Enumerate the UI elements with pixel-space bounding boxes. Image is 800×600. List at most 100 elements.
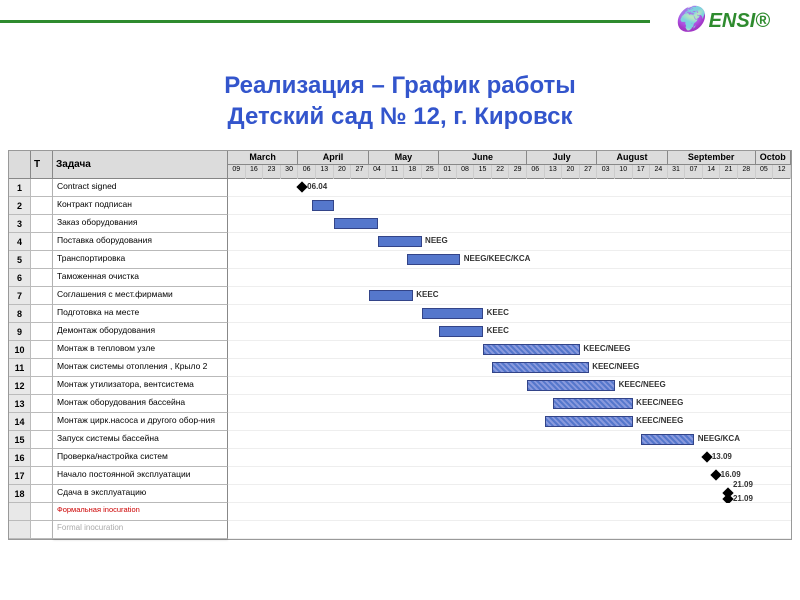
bar-label: KEEC/NEEG — [619, 380, 666, 389]
leader-cell — [31, 431, 53, 449]
gantt-row: 06.04 — [228, 179, 791, 197]
row-num: 8 — [9, 305, 31, 323]
month-label: August — [597, 151, 667, 164]
week-label: 24 — [650, 165, 668, 179]
gantt-row: KEEC/NEEG — [228, 413, 791, 431]
week-label: 30 — [281, 165, 299, 179]
week-label: 27 — [351, 165, 369, 179]
leader-cell — [31, 341, 53, 359]
week-label: 04 — [369, 165, 387, 179]
milestone-label: 16.09 — [721, 470, 741, 479]
month-label: June — [439, 151, 527, 164]
page-title: Реализация – График работы Детский сад №… — [0, 70, 800, 132]
task-name: Монтаж оборудования бассейна — [53, 395, 228, 413]
week-label: 06 — [298, 165, 316, 179]
milestone-label: 13.09 — [712, 452, 732, 461]
week-label: 29 — [509, 165, 527, 179]
gantt-row — [228, 215, 791, 233]
row-num: 4 — [9, 233, 31, 251]
row-num: 11 — [9, 359, 31, 377]
bar-label: KEEC/NEEG — [592, 362, 639, 371]
week-label: 25 — [422, 165, 440, 179]
task-name: Монтаж в тепловом узле — [53, 341, 228, 359]
week-label: 17 — [633, 165, 651, 179]
week-label: 20 — [334, 165, 352, 179]
task-name: Formal inocuration — [53, 521, 228, 539]
week-label: 08 — [457, 165, 475, 179]
row-num: 7 — [9, 287, 31, 305]
week-label: 14 — [703, 165, 721, 179]
col-header-t: T — [31, 151, 53, 179]
week-label: 10 — [615, 165, 633, 179]
task-name: Монтаж системы отопления , Крыло 2 — [53, 359, 228, 377]
bar-label: KEEC/NEEG — [583, 344, 630, 353]
leader-cell — [31, 233, 53, 251]
row-num: 15 — [9, 431, 31, 449]
gantt-row: KEEC — [228, 323, 791, 341]
row-num: 9 — [9, 323, 31, 341]
week-label: 23 — [263, 165, 281, 179]
task-name: Соглашения с мест.фирмами — [53, 287, 228, 305]
header: ENSI® — [0, 0, 800, 50]
leader-cell — [31, 467, 53, 485]
title-line-1: Реализация – График работы — [0, 70, 800, 101]
month-label: July — [527, 151, 597, 164]
leader-cell — [31, 395, 53, 413]
leader-cell — [31, 179, 53, 197]
leader-cell — [31, 323, 53, 341]
week-label: 13 — [316, 165, 334, 179]
gantt-bar — [407, 254, 460, 265]
gantt-bar — [378, 236, 422, 247]
row-num: 6 — [9, 269, 31, 287]
gantt-row: 16.09 — [228, 467, 791, 485]
month-label: March — [228, 151, 298, 164]
leader-cell — [31, 485, 53, 503]
week-label: 03 — [597, 165, 615, 179]
week-label: 18 — [404, 165, 422, 179]
gantt-row: KEEC/NEEG — [228, 341, 791, 359]
milestone-label: 21.09 — [733, 480, 753, 489]
task-name: Монтаж утилизатора, вентсистема — [53, 377, 228, 395]
leader-cell — [31, 359, 53, 377]
milestone-label: 06.04 — [307, 182, 327, 191]
bar-label: NEEG — [425, 236, 448, 245]
row-num: 1 — [9, 179, 31, 197]
bar-label: KEEC — [416, 290, 438, 299]
gantt-bar — [545, 416, 633, 427]
week-label: 31 — [668, 165, 686, 179]
bar-label: KEEC/NEEG — [636, 416, 683, 425]
gantt-bar — [334, 218, 378, 229]
title-line-2: Детский сад № 12, г. Кировск — [0, 101, 800, 132]
task-name: Запуск системы бассейна — [53, 431, 228, 449]
week-label: 21 — [720, 165, 738, 179]
week-label: 16 — [246, 165, 264, 179]
gantt-row — [228, 197, 791, 215]
bar-label: NEEG/KCA — [698, 434, 740, 443]
month-label: September — [668, 151, 756, 164]
gantt-row: 21.0921.09 — [228, 485, 791, 503]
task-name: Заказ оборудования — [53, 215, 228, 233]
bar-label: KEEC — [487, 308, 509, 317]
timeline-header: MarchAprilMayJuneJulyAugustSeptemberOcto… — [228, 151, 791, 179]
logo-ensi: ENSI® — [675, 5, 770, 34]
month-label: May — [369, 151, 439, 164]
row-num: 10 — [9, 341, 31, 359]
month-label: April — [298, 151, 368, 164]
week-label: 06 — [527, 165, 545, 179]
row-num: 2 — [9, 197, 31, 215]
gantt-bar — [483, 344, 580, 355]
row-num: 16 — [9, 449, 31, 467]
week-label: 11 — [386, 165, 404, 179]
col-header-num — [9, 151, 31, 179]
bar-label: KEEC — [487, 326, 509, 335]
gantt-row — [228, 521, 791, 539]
leader-cell — [31, 377, 53, 395]
task-name: Подготовка на месте — [53, 305, 228, 323]
gantt-bar — [312, 200, 333, 211]
row-num — [9, 503, 31, 521]
month-label: Octob — [756, 151, 791, 164]
leader-cell — [31, 215, 53, 233]
week-label: 15 — [474, 165, 492, 179]
row-num: 13 — [9, 395, 31, 413]
row-num: 17 — [9, 467, 31, 485]
